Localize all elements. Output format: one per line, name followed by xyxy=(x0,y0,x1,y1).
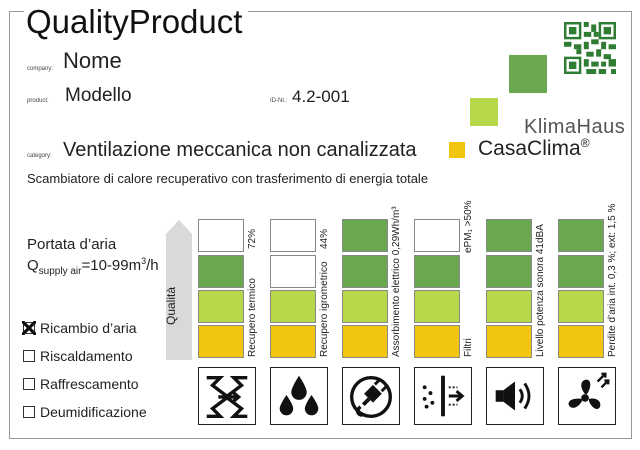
airflow-value: Qsupply air=10-99m3/h xyxy=(27,256,159,277)
criterion-label: Filtri xyxy=(463,338,474,357)
category-label: category: xyxy=(27,153,52,159)
product-label: product: xyxy=(27,98,49,104)
humidity-drops-icon xyxy=(270,367,328,425)
quality-cell xyxy=(198,290,244,323)
quality-cell xyxy=(558,325,604,358)
function-label: Raffrescamento xyxy=(40,376,139,392)
criterion-column: Filtri ePM₁ >50% xyxy=(414,200,474,359)
quality-cell xyxy=(414,290,460,323)
function-label: Ricambio d’aria xyxy=(40,320,137,336)
checkbox-checked-icon xyxy=(22,321,36,335)
criterion-label: Recupero igrometrico xyxy=(319,261,330,357)
quality-cell xyxy=(558,219,604,252)
id-label: ID-Nr.: xyxy=(270,98,288,104)
quality-cell xyxy=(558,290,604,323)
checkbox-icon xyxy=(23,406,35,418)
quality-cell xyxy=(486,255,532,288)
speaker-icon xyxy=(486,367,544,425)
company-name: Nome xyxy=(63,48,122,73)
criterion-value: 44% xyxy=(319,228,330,249)
criterion-label: Recupero termico xyxy=(247,278,258,357)
function-option: Deumidificazione xyxy=(23,404,147,420)
quality-cell xyxy=(414,325,460,358)
id-value: 4.2-001 xyxy=(292,87,350,106)
quality-cell xyxy=(198,325,244,358)
brand-square-dark-green xyxy=(509,55,547,93)
brand-klimahaus: KlimaHaus xyxy=(524,116,626,138)
quality-arrow-icon xyxy=(166,220,192,360)
page-title: QualityProduct xyxy=(24,2,249,42)
criterion-value: 72% xyxy=(247,228,258,249)
quality-cell xyxy=(342,219,388,252)
function-option: Ricambio d’aria xyxy=(22,320,137,336)
filter-icon xyxy=(414,367,472,425)
criterion-value: ePM₁ >50% xyxy=(463,200,474,253)
airflow-label: Portata d’aria xyxy=(27,236,117,253)
quality-cell xyxy=(414,219,460,252)
function-option: Raffrescamento xyxy=(23,376,139,392)
quality-cell xyxy=(558,255,604,288)
power-plug-icon xyxy=(342,367,400,425)
function-option: Riscaldamento xyxy=(23,348,133,364)
quality-cell xyxy=(342,325,388,358)
label-frame xyxy=(9,11,632,439)
criterion-column: Perdite d’aria int. 0,3 %; ext: 1,5 % xyxy=(558,204,618,359)
company-label: company: xyxy=(27,66,54,72)
brand-square-light-green xyxy=(470,98,498,126)
quality-cell xyxy=(198,219,244,252)
criterion-column: Recupero igrometrico 44% xyxy=(270,219,330,359)
criterion-label: Assorbimento elettrico 0,29Wh/m³ xyxy=(391,206,402,357)
criterion-column: Recupero termico 72% xyxy=(198,219,258,359)
function-label: Riscaldamento xyxy=(40,348,133,364)
fan-icon xyxy=(558,367,616,425)
quality-cell xyxy=(270,219,316,252)
brand-square-yellow xyxy=(449,142,465,158)
quality-cell xyxy=(270,255,316,288)
quality-cell xyxy=(486,219,532,252)
quality-cell xyxy=(270,290,316,323)
quality-cell xyxy=(342,255,388,288)
product-description: Scambiatore di calore recuperativo con t… xyxy=(27,171,429,186)
checkbox-icon xyxy=(23,378,35,390)
category-value: Ventilazione meccanica non canalizzata xyxy=(63,139,417,161)
criterion-column: Assorbimento elettrico 0,29Wh/m³ xyxy=(342,206,402,359)
criterion-column: Livello potenza sonora 41dBA xyxy=(486,219,546,359)
brand-casaclima: CasaClima® xyxy=(478,136,590,160)
heat-recovery-icon xyxy=(198,367,256,425)
quality-cell xyxy=(270,325,316,358)
checkbox-icon xyxy=(23,350,35,362)
product-name: Modello xyxy=(65,85,132,106)
criterion-label: Livello potenza sonora 41dBA xyxy=(535,224,546,357)
quality-cell xyxy=(342,290,388,323)
criterion-label: Perdite d’aria int. 0,3 %; ext: 1,5 % xyxy=(607,203,618,357)
qr-code-icon xyxy=(564,22,616,74)
quality-cell xyxy=(414,255,460,288)
function-label: Deumidificazione xyxy=(40,404,147,420)
quality-cell xyxy=(486,290,532,323)
quality-cell xyxy=(486,325,532,358)
quality-cell xyxy=(198,255,244,288)
quality-label: Qualità xyxy=(164,286,178,325)
